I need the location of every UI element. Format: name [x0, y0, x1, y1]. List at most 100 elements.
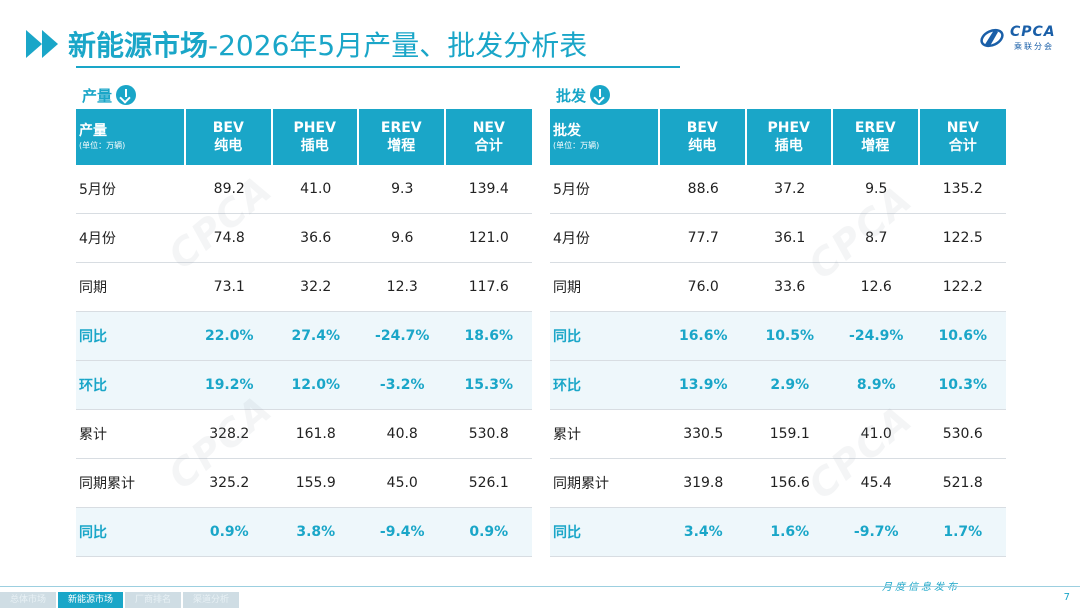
header-en: EREV — [380, 120, 422, 136]
header-nev: NEV 合计 — [919, 109, 1006, 165]
production-panel: 产量 产量 (单位：万辆) BEV 纯电 PHEV 插电 EREV 增程 NEV 合计 … — [76, 82, 532, 557]
arrow-down-circle-icon — [116, 85, 137, 105]
header-cn: 插电 — [774, 138, 803, 154]
header-unit: (单位：万辆) — [79, 141, 126, 150]
title-bar: 新能源市场-2026年5月产量、批发分析表 — [20, 22, 587, 66]
row-label: 5月份 — [76, 165, 186, 214]
double-chevron-icon — [20, 26, 68, 62]
table-cell: 45.0 — [359, 459, 446, 508]
table-cell: -24.9% — [833, 312, 920, 361]
header-cn: 增程 — [861, 138, 890, 154]
row-label: 累计 — [76, 410, 186, 459]
table-cell: 19.2% — [186, 361, 273, 410]
table-cell: 0.9% — [186, 508, 273, 557]
header-en: NEV — [946, 120, 979, 136]
table-cell: 135.2 — [919, 165, 1006, 214]
footer-tab-nev-market[interactable]: 新能源市场 — [58, 592, 124, 608]
row-label: 同期 — [76, 263, 186, 312]
table-cell: 325.2 — [186, 459, 273, 508]
footer-tab-channel-analysis[interactable]: 渠道分析 — [183, 592, 240, 608]
production-table: 产量 (单位：万辆) BEV 纯电 PHEV 插电 EREV 增程 NEV 合计 5月份… — [76, 109, 532, 557]
header-en: BEV — [686, 120, 718, 136]
table-cell: 9.6 — [359, 214, 446, 263]
table-cell: 15.3% — [445, 361, 532, 410]
table-row: 同比 22.0% 27.4% -24.7% 18.6% — [76, 312, 532, 361]
production-section-label: 产量 — [82, 82, 532, 108]
table-cell: 10.6% — [919, 312, 1006, 361]
table-cell: 0.9% — [445, 508, 532, 557]
arrow-down-circle-icon — [590, 85, 611, 105]
table-row: 同比 0.9% 3.8% -9.4% 0.9% — [76, 508, 532, 557]
wholesale-table: 批发 (单位：万辆) BEV 纯电 PHEV 插电 EREV 增程 NEV 合计 5月份… — [550, 109, 1006, 557]
table-cell: 8.7 — [833, 214, 920, 263]
table-cell: 10.5% — [746, 312, 833, 361]
row-label: 环比 — [550, 361, 660, 410]
header-erev: EREV 增程 — [359, 109, 446, 165]
table-row: 同比 16.6% 10.5% -24.9% 10.6% — [550, 312, 1006, 361]
header-en: NEV — [472, 120, 505, 136]
footer-tab-overall-market[interactable]: 总体市场 — [0, 592, 57, 608]
table-cell: 88.6 — [660, 165, 747, 214]
table-cell: 27.4% — [272, 312, 359, 361]
table-cell: 159.1 — [746, 410, 833, 459]
table-cell: 330.5 — [660, 410, 747, 459]
table-cell: 526.1 — [445, 459, 532, 508]
table-cell: 121.0 — [445, 214, 532, 263]
table-cell: 328.2 — [186, 410, 273, 459]
page-number: 7 — [1063, 592, 1070, 603]
header-phev: PHEV 插电 — [272, 109, 359, 165]
row-label: 环比 — [76, 361, 186, 410]
table-row: 环比 19.2% 12.0% -3.2% 15.3% — [76, 361, 532, 410]
row-label: 同比 — [76, 312, 186, 361]
header-erev: EREV 增程 — [833, 109, 920, 165]
table-cell: 74.8 — [186, 214, 273, 263]
table-cell: 3.8% — [272, 508, 359, 557]
table-cell: 9.3 — [359, 165, 446, 214]
title-underline — [76, 66, 680, 68]
row-label: 同比 — [76, 508, 186, 557]
header-unit: (单位：万辆) — [553, 141, 600, 150]
table-cell: 530.8 — [445, 410, 532, 459]
header-cn: 合计 — [948, 138, 977, 154]
footer-tab-maker-ranking[interactable]: 厂商排名 — [125, 592, 182, 608]
table-row: 同比 3.4% 1.6% -9.7% 1.7% — [550, 508, 1006, 557]
header-bev: BEV 纯电 — [660, 109, 747, 165]
table-cell: 13.9% — [660, 361, 747, 410]
table-cell: 36.6 — [272, 214, 359, 263]
production-table-body: 5月份 89.2 41.0 9.3 139.4 4月份 74.8 36.6 9.6 121.0 同期… — [76, 165, 532, 557]
logo-swoosh-icon — [980, 28, 1004, 48]
title-rest: -2026年5月产量、批发分析表 — [208, 29, 588, 62]
table-cell: 16.6% — [660, 312, 747, 361]
header-cn: 纯电 — [688, 138, 717, 154]
table-cell: -3.2% — [359, 361, 446, 410]
table-cell: 18.6% — [445, 312, 532, 361]
row-label: 4月份 — [76, 214, 186, 263]
table-cell: 37.2 — [746, 165, 833, 214]
row-label: 同期累计 — [550, 459, 660, 508]
row-label: 累计 — [550, 410, 660, 459]
header-cn: 增程 — [387, 138, 416, 154]
wholesale-section-label: 批发 — [556, 82, 1006, 108]
table-cell: 41.0 — [833, 410, 920, 459]
header-en: EREV — [854, 120, 896, 136]
table-cell: 155.9 — [272, 459, 359, 508]
table-cell: 89.2 — [186, 165, 273, 214]
row-label: 同期累计 — [76, 459, 186, 508]
header-cn: 插电 — [300, 138, 329, 154]
header-en: PHEV — [293, 120, 336, 136]
table-cell: 521.8 — [919, 459, 1006, 508]
table-cell: 10.3% — [919, 361, 1006, 410]
row-label: 同期 — [550, 263, 660, 312]
table-row: 4月份 77.7 36.1 8.7 122.5 — [550, 214, 1006, 263]
header-en: PHEV — [767, 120, 810, 136]
table-cell: 1.7% — [919, 508, 1006, 557]
table-cell: 161.8 — [272, 410, 359, 459]
table-cell: 319.8 — [660, 459, 747, 508]
table-cell: 156.6 — [746, 459, 833, 508]
footer-divider — [0, 586, 1080, 587]
table-row: 同期 76.0 33.6 12.6 122.2 — [550, 263, 1006, 312]
table-cell: 12.6 — [833, 263, 920, 312]
table-cell: 22.0% — [186, 312, 273, 361]
page-title: 新能源市场-2026年5月产量、批发分析表 — [68, 24, 587, 64]
table-row: 5月份 88.6 37.2 9.5 135.2 — [550, 165, 1006, 214]
